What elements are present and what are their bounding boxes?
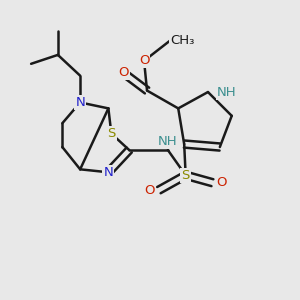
- Text: CH₃: CH₃: [170, 34, 195, 46]
- Text: O: O: [145, 184, 155, 196]
- Text: S: S: [107, 127, 116, 140]
- Text: O: O: [139, 54, 149, 67]
- Text: NH: NH: [158, 135, 178, 148]
- Text: NH: NH: [217, 85, 236, 98]
- Text: S: S: [182, 169, 190, 182]
- Text: O: O: [118, 66, 128, 79]
- Text: N: N: [103, 166, 113, 179]
- Text: N: N: [75, 96, 85, 109]
- Text: O: O: [216, 176, 226, 189]
